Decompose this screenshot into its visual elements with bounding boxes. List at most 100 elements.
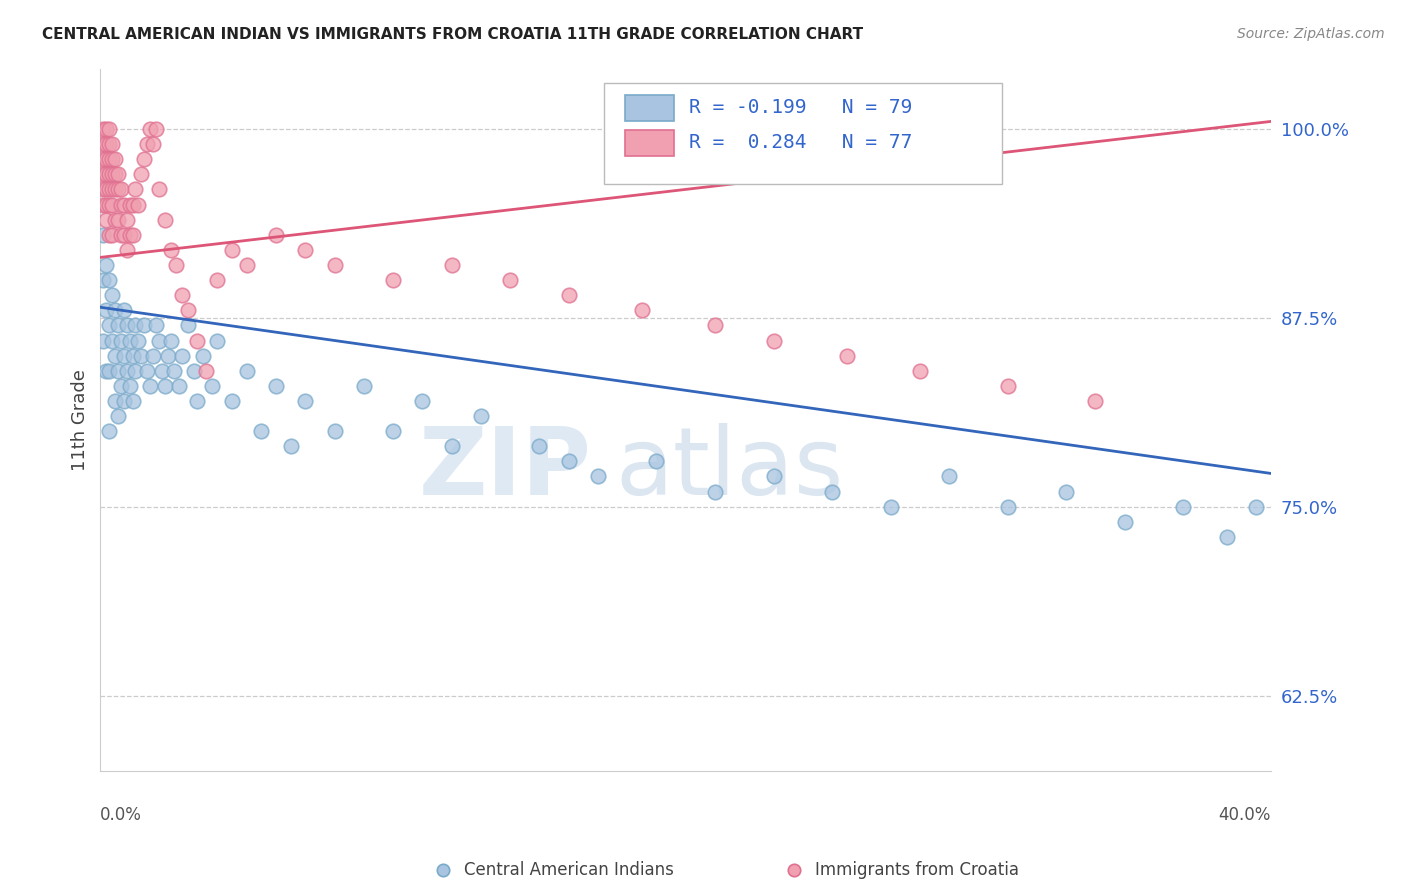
FancyBboxPatch shape — [624, 130, 673, 156]
Point — [131, 167, 153, 181]
Point — [98, 182, 121, 196]
Text: 0.0%: 0.0% — [100, 806, 142, 824]
Point — [91, 227, 114, 242]
Point — [115, 318, 138, 333]
Point — [139, 122, 162, 136]
Point — [557, 454, 579, 468]
Point — [762, 334, 785, 348]
Point — [101, 137, 124, 152]
Point — [127, 197, 149, 211]
Point — [124, 182, 146, 196]
Point — [96, 167, 118, 181]
Point — [938, 469, 960, 483]
Point — [101, 167, 124, 181]
Point — [1216, 530, 1239, 544]
Point — [98, 227, 121, 242]
Point — [96, 122, 118, 136]
Point — [997, 500, 1019, 514]
Point — [124, 318, 146, 333]
Point — [104, 167, 127, 181]
Point — [115, 212, 138, 227]
Text: Immigrants from Croatia: Immigrants from Croatia — [815, 861, 1019, 879]
Point — [177, 303, 200, 318]
Point — [101, 334, 124, 348]
Point — [280, 439, 302, 453]
Point — [207, 273, 229, 287]
Point — [1173, 500, 1195, 514]
Point — [221, 393, 243, 408]
Point — [107, 318, 129, 333]
Point — [235, 258, 257, 272]
Point — [1054, 484, 1077, 499]
Point — [96, 364, 118, 378]
Point — [107, 409, 129, 423]
Point — [153, 212, 176, 227]
Point — [121, 197, 143, 211]
Point — [112, 393, 135, 408]
Point — [440, 439, 463, 453]
Text: R =  0.284   N = 77: R = 0.284 N = 77 — [689, 134, 912, 153]
Point — [121, 393, 143, 408]
Point — [148, 334, 170, 348]
Point — [142, 349, 165, 363]
Point — [169, 379, 191, 393]
FancyBboxPatch shape — [624, 95, 673, 121]
Point — [91, 122, 114, 136]
Point — [124, 364, 146, 378]
Point — [118, 197, 141, 211]
Point — [91, 152, 114, 166]
Text: Source: ZipAtlas.com: Source: ZipAtlas.com — [1237, 27, 1385, 41]
Point — [1246, 500, 1268, 514]
Point — [98, 318, 121, 333]
Point — [264, 379, 287, 393]
Point — [98, 152, 121, 166]
Point — [294, 393, 316, 408]
Text: R = -0.199   N = 79: R = -0.199 N = 79 — [689, 98, 912, 118]
Point — [186, 334, 208, 348]
Point — [499, 273, 522, 287]
Point — [704, 318, 727, 333]
Point — [353, 379, 375, 393]
Point — [104, 349, 127, 363]
Point — [139, 379, 162, 393]
Point — [98, 197, 121, 211]
Point — [98, 273, 121, 287]
Point — [110, 182, 132, 196]
Point — [134, 318, 156, 333]
Point — [121, 227, 143, 242]
Text: 40.0%: 40.0% — [1219, 806, 1271, 824]
Point — [191, 349, 214, 363]
Point — [411, 393, 433, 408]
Point — [908, 364, 931, 378]
Point — [91, 273, 114, 287]
Point — [104, 182, 127, 196]
Point — [165, 258, 187, 272]
Point — [235, 364, 257, 378]
Text: CENTRAL AMERICAN INDIAN VS IMMIGRANTS FROM CROATIA 11TH GRADE CORRELATION CHART: CENTRAL AMERICAN INDIAN VS IMMIGRANTS FR… — [42, 27, 863, 42]
Point — [323, 424, 346, 438]
Point — [207, 334, 229, 348]
Point — [221, 243, 243, 257]
Point — [153, 379, 176, 393]
Point — [382, 273, 405, 287]
Point — [101, 288, 124, 302]
Point — [96, 197, 118, 211]
Point — [110, 334, 132, 348]
Point — [136, 137, 159, 152]
Point — [470, 409, 492, 423]
Point — [101, 182, 124, 196]
Point — [131, 349, 153, 363]
Point — [557, 288, 579, 302]
Point — [156, 349, 179, 363]
Point — [200, 379, 222, 393]
Point — [118, 379, 141, 393]
Point — [835, 349, 858, 363]
Point — [586, 469, 609, 483]
Point — [121, 349, 143, 363]
Point — [1114, 515, 1136, 529]
Point — [134, 152, 156, 166]
FancyBboxPatch shape — [603, 83, 1002, 185]
Point — [118, 334, 141, 348]
Point — [112, 227, 135, 242]
Point — [194, 364, 217, 378]
